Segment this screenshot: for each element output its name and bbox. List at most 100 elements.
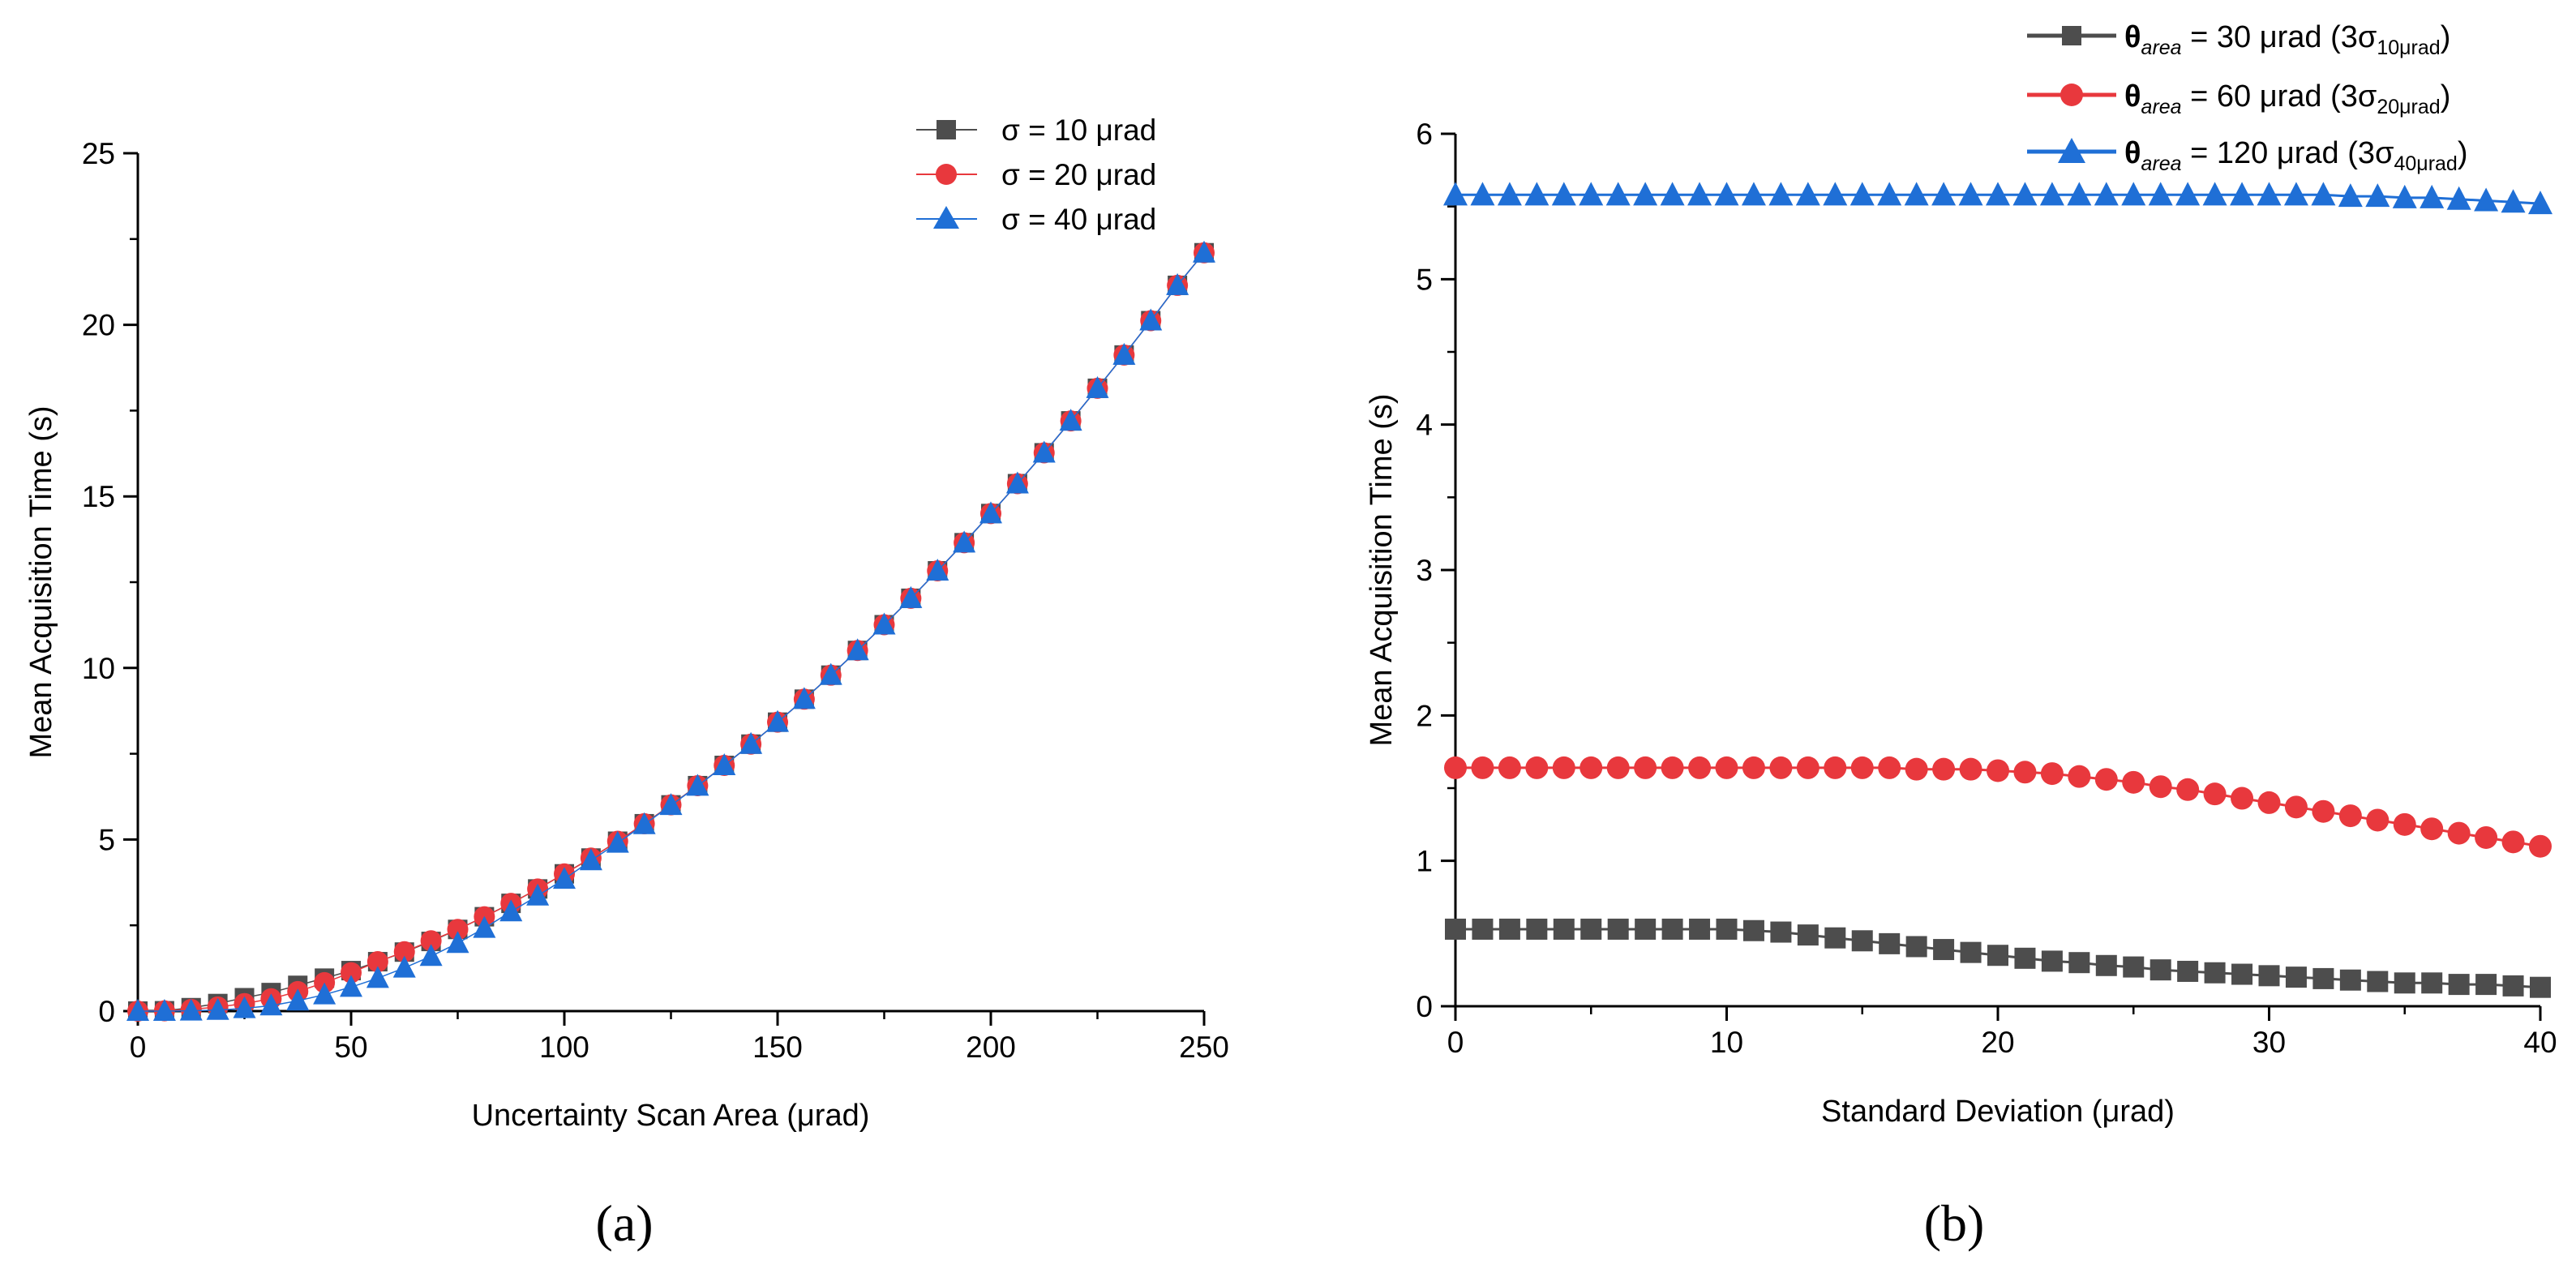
x-tick-label: 30 (2252, 1026, 2286, 1059)
legend-theta: θ (2124, 136, 2141, 170)
data-point-circle (1634, 756, 1657, 779)
data-point-triangle (1714, 182, 1739, 206)
data-point-circle (2094, 768, 2118, 791)
data-point-triangle (1086, 375, 1109, 398)
data-point-circle (1742, 756, 1765, 779)
data-point-circle (341, 962, 362, 984)
data-point-square (1635, 918, 1657, 940)
data-point-circle (447, 919, 469, 941)
x-tick-label: 100 (539, 1031, 589, 1064)
data-point-square (2177, 960, 2199, 982)
data-point-circle (1579, 756, 1603, 779)
data-point-square (2285, 967, 2307, 988)
data-point-triangle (953, 530, 976, 553)
data-point-square (1607, 918, 1629, 940)
legend-item-sigma-40: σ = 40 μrad (916, 203, 1156, 236)
y-tick-label: 5 (98, 823, 115, 856)
data-point-circle (1606, 756, 1630, 779)
legend-theta-subscript: area (2141, 152, 2182, 175)
legend-marker-circle (936, 164, 957, 185)
data-point-triangle (1443, 182, 1468, 206)
data-point-square (2367, 971, 2389, 992)
data-point-triangle (313, 982, 336, 1005)
data-point-square (2204, 962, 2226, 984)
data-point-triangle (2365, 183, 2390, 208)
legend-marker-triangle (2058, 138, 2085, 163)
y-tick-label: 25 (82, 137, 115, 170)
data-point-triangle (1605, 182, 1631, 206)
chart-a-legend: σ = 10 μrad σ = 20 μrad σ = 40 μrad (916, 114, 1156, 236)
data-point-triangle (1497, 182, 1522, 206)
data-point-triangle (1166, 272, 1189, 295)
data-point-triangle (2392, 184, 2417, 208)
data-point-circle (2529, 834, 2552, 858)
y-tick-label: 2 (1416, 699, 1433, 732)
legend-marker-square (937, 120, 956, 139)
data-point-triangle (1139, 308, 1163, 331)
data-point-triangle (2338, 183, 2363, 208)
y-tick-label: 10 (82, 652, 115, 685)
data-point-triangle (926, 559, 949, 581)
data-point-square (2095, 954, 2117, 976)
x-tick-label: 250 (1179, 1031, 1229, 1064)
legend-item-sigma-10: σ = 10 μrad (916, 114, 1156, 147)
data-point-circle (1796, 756, 1819, 779)
data-point-triangle (792, 687, 816, 709)
data-point-triangle (366, 966, 389, 988)
data-point-circle (2013, 761, 2037, 784)
data-point-square (1553, 918, 1575, 940)
data-point-circle (1850, 756, 1874, 779)
chart-b-y-axis-title: Mean Acquisition Time (s) (1365, 393, 1399, 746)
legend-label: θarea = 60 μrad (3σ20μrad) (2124, 79, 2450, 118)
chart-b-panel-label: (b) (1924, 1194, 1985, 1252)
data-point-circle (2068, 765, 2091, 788)
data-point-square (2475, 974, 2497, 996)
legend-sigma-subscript: 10μrad (2377, 36, 2440, 59)
legend-label: σ = 20 μrad (1001, 158, 1156, 191)
y-tick-label: 6 (1416, 118, 1433, 151)
legend-theta: θ (2124, 20, 2141, 54)
data-point-square (2068, 952, 2090, 974)
y-tick-label: 1 (1416, 845, 1433, 878)
legend-marker-circle (2060, 84, 2083, 106)
legend-label: σ = 10 μrad (1001, 114, 1156, 147)
data-point-square (2123, 956, 2145, 978)
data-point-circle (1552, 756, 1575, 779)
data-point-triangle (419, 944, 443, 967)
data-point-triangle (340, 975, 362, 997)
legend-sigma-subscript: 20μrad (2377, 96, 2440, 118)
data-point-square (2041, 950, 2063, 972)
data-point-circle (2203, 782, 2227, 806)
data-point-triangle (1986, 182, 2010, 206)
legend-theta-subscript: area (2141, 36, 2182, 59)
data-point-circle (2040, 762, 2064, 786)
data-point-square (2014, 947, 2036, 969)
data-point-square (2421, 972, 2443, 994)
legend-label: σ = 40 μrad (1001, 203, 1156, 236)
data-point-square (1580, 918, 1602, 940)
y-tick-label: 0 (98, 995, 115, 1028)
data-point-circle (2257, 791, 2281, 814)
data-point-triangle (2094, 182, 2119, 206)
data-point-triangle (2528, 191, 2552, 215)
data-point-circle (1824, 756, 1847, 779)
chart-a-y-axis-title: Mean Acquisition Time (s) (24, 405, 58, 758)
data-point-triangle (206, 997, 229, 1020)
data-point-triangle (2283, 182, 2308, 206)
data-point-triangle (1579, 182, 1604, 206)
data-point-square (2394, 972, 2415, 994)
data-point-triangle (526, 883, 550, 906)
data-point-triangle (152, 999, 176, 1021)
data-point-triangle (286, 988, 310, 1011)
data-point-square (1987, 945, 2008, 967)
y-tick-label: 5 (1416, 263, 1433, 296)
x-tick-label: 50 (334, 1031, 367, 1064)
data-point-triangle (872, 612, 896, 635)
data-point-circle (393, 941, 415, 962)
data-point-triangle (2501, 189, 2526, 213)
legend-marker-triangle (933, 206, 959, 229)
data-point-square (2231, 963, 2253, 985)
x-tick-label: 0 (130, 1031, 147, 1064)
data-point-triangle (1849, 182, 1875, 206)
x-tick-label: 10 (1710, 1026, 1743, 1059)
